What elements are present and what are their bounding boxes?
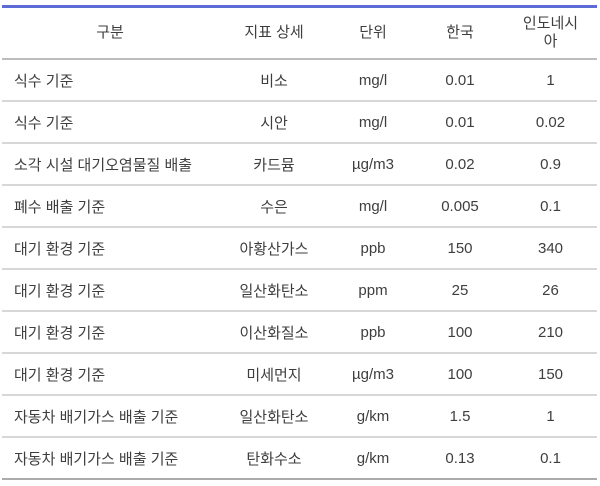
table-row: 자동차 배기가스 배출 기준 일산화탄소 g/km 1.5 1 bbox=[2, 395, 597, 438]
header-indicator-label: 지표 상세 bbox=[244, 24, 304, 41]
header-indonesia: 인도네시아 bbox=[504, 6, 597, 60]
table-row: 대기 환경 기준 아황산가스 ppb 150 340 bbox=[2, 227, 597, 270]
cell-unit: mg/l bbox=[330, 101, 416, 144]
cell-korea: 100 bbox=[416, 311, 504, 354]
cell-indonesia: 0.1 bbox=[504, 185, 597, 228]
cell-indonesia: 0.1 bbox=[504, 437, 597, 480]
cell-indicator: 카드뮴 bbox=[218, 143, 330, 186]
cell-indonesia: 26 bbox=[504, 269, 597, 312]
cell-indicator: 아황산가스 bbox=[218, 227, 330, 270]
cell-unit: g/km bbox=[330, 437, 416, 480]
cell-unit: µg/m3 bbox=[330, 143, 416, 186]
cell-indicator: 탄화수소 bbox=[218, 437, 330, 480]
cell-indicator: 비소 bbox=[218, 59, 330, 102]
header-category: 구분 bbox=[2, 6, 218, 60]
cell-category: 대기 환경 기준 bbox=[2, 269, 218, 312]
cell-korea: 1.5 bbox=[416, 395, 504, 438]
cell-category: 대기 환경 기준 bbox=[2, 353, 218, 396]
cell-korea: 0.13 bbox=[416, 437, 504, 480]
environmental-standards-table: 구분 지표 상세 단위 한국 인도네시아 식수 기준 비소 mg/l 0.01 bbox=[2, 5, 597, 480]
cell-korea: 0.01 bbox=[416, 59, 504, 102]
cell-korea: 25 bbox=[416, 269, 504, 312]
cell-indonesia: 1 bbox=[504, 59, 597, 102]
cell-unit: ppb bbox=[330, 311, 416, 354]
cell-indonesia: 150 bbox=[504, 353, 597, 396]
header-category-label: 구분 bbox=[96, 24, 124, 41]
cell-category: 소각 시설 대기오염물질 배출 bbox=[2, 143, 218, 186]
cell-indicator: 미세먼지 bbox=[218, 353, 330, 396]
header-unit: 단위 bbox=[330, 6, 416, 60]
table-row: 대기 환경 기준 미세먼지 µg/m3 100 150 bbox=[2, 353, 597, 396]
cell-category: 대기 환경 기준 bbox=[2, 311, 218, 354]
cell-indicator: 시안 bbox=[218, 101, 330, 144]
cell-korea: 150 bbox=[416, 227, 504, 270]
table-row: 대기 환경 기준 이산화질소 ppb 100 210 bbox=[2, 311, 597, 354]
cell-korea: 0.005 bbox=[416, 185, 504, 228]
header-unit-label: 단위 bbox=[359, 24, 387, 41]
cell-indicator: 수은 bbox=[218, 185, 330, 228]
cell-category: 식수 기준 bbox=[2, 101, 218, 144]
cell-category: 자동차 배기가스 배출 기준 bbox=[2, 437, 218, 480]
table-row: 소각 시설 대기오염물질 배출 카드뮴 µg/m3 0.02 0.9 bbox=[2, 143, 597, 186]
header-row: 구분 지표 상세 단위 한국 인도네시아 bbox=[2, 6, 597, 60]
cell-korea: 0.02 bbox=[416, 143, 504, 186]
cell-category: 대기 환경 기준 bbox=[2, 227, 218, 270]
cell-category: 자동차 배기가스 배출 기준 bbox=[2, 395, 218, 438]
table-header: 구분 지표 상세 단위 한국 인도네시아 bbox=[2, 6, 597, 60]
cell-category: 폐수 배출 기준 bbox=[2, 185, 218, 228]
header-indonesia-label: 인도네시아 bbox=[522, 15, 579, 50]
table-row: 식수 기준 비소 mg/l 0.01 1 bbox=[2, 59, 597, 102]
cell-indonesia: 0.9 bbox=[504, 143, 597, 186]
cell-unit: ppm bbox=[330, 269, 416, 312]
table-row: 폐수 배출 기준 수은 mg/l 0.005 0.1 bbox=[2, 185, 597, 228]
header-indicator: 지표 상세 bbox=[218, 6, 330, 60]
cell-indonesia: 340 bbox=[504, 227, 597, 270]
cell-indicator: 이산화질소 bbox=[218, 311, 330, 354]
header-korea-label: 한국 bbox=[446, 24, 474, 41]
environmental-standards-table-container: 구분 지표 상세 단위 한국 인도네시아 식수 기준 비소 mg/l 0.01 bbox=[2, 5, 597, 480]
cell-indonesia: 0.02 bbox=[504, 101, 597, 144]
cell-korea: 100 bbox=[416, 353, 504, 396]
cell-unit: mg/l bbox=[330, 185, 416, 228]
cell-indonesia: 1 bbox=[504, 395, 597, 438]
table-row: 식수 기준 시안 mg/l 0.01 0.02 bbox=[2, 101, 597, 144]
cell-korea: 0.01 bbox=[416, 101, 504, 144]
cell-indonesia: 210 bbox=[504, 311, 597, 354]
table-row: 자동차 배기가스 배출 기준 탄화수소 g/km 0.13 0.1 bbox=[2, 437, 597, 480]
cell-unit: µg/m3 bbox=[330, 353, 416, 396]
table-body: 식수 기준 비소 mg/l 0.01 1 식수 기준 시안 mg/l 0.01 … bbox=[2, 59, 597, 480]
cell-indicator: 일산화탄소 bbox=[218, 395, 330, 438]
cell-unit: g/km bbox=[330, 395, 416, 438]
header-korea: 한국 bbox=[416, 6, 504, 60]
table-row: 대기 환경 기준 일산화탄소 ppm 25 26 bbox=[2, 269, 597, 312]
cell-indicator: 일산화탄소 bbox=[218, 269, 330, 312]
cell-unit: mg/l bbox=[330, 59, 416, 102]
cell-unit: ppb bbox=[330, 227, 416, 270]
cell-category: 식수 기준 bbox=[2, 59, 218, 102]
